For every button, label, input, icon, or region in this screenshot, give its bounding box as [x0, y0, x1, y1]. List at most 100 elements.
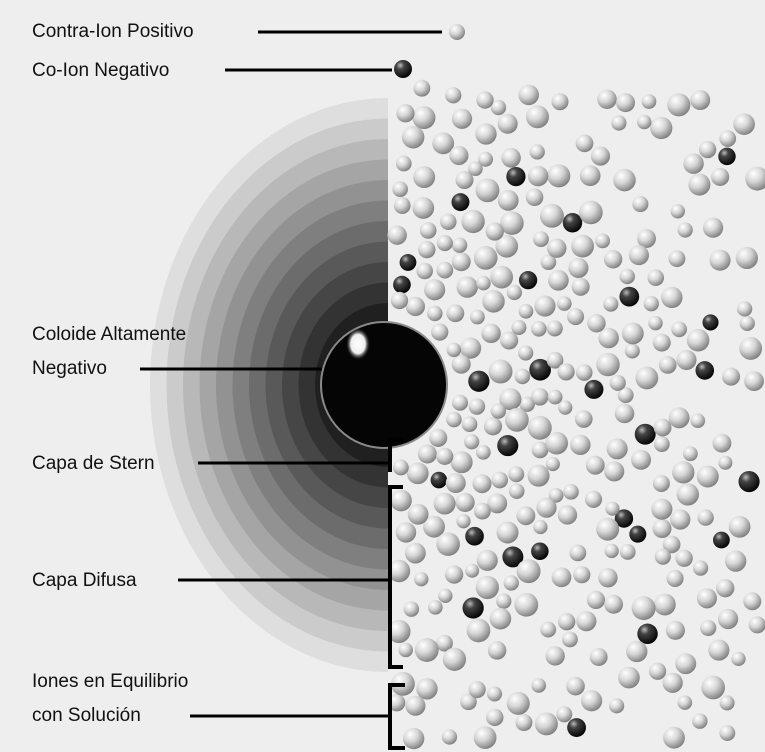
counter-ion	[669, 250, 686, 267]
co-ion	[637, 624, 657, 644]
counter-ion	[535, 712, 558, 735]
counter-ion	[451, 451, 473, 473]
label: Contra-Ion Positivo	[32, 21, 194, 42]
counter-ion	[413, 166, 435, 188]
counter-ion	[464, 434, 479, 449]
counter-ion	[654, 436, 670, 452]
counter-ion	[598, 568, 617, 587]
counter-ion	[579, 201, 603, 225]
counter-ion	[666, 570, 683, 587]
counter-ion	[531, 678, 546, 693]
co-ion	[506, 167, 525, 186]
counter-ion	[697, 509, 713, 525]
counter-ion	[455, 493, 474, 512]
counter-ion	[496, 593, 511, 608]
counter-ion	[446, 412, 462, 428]
counter-ion	[719, 130, 736, 147]
counter-ion	[693, 560, 708, 575]
counter-ion	[504, 575, 519, 590]
counter-ion	[470, 310, 485, 325]
counter-ion	[736, 247, 758, 269]
counter-ion	[475, 123, 496, 144]
counter-ion	[576, 611, 596, 631]
counter-ion	[650, 117, 672, 139]
counter-ion	[611, 115, 626, 130]
counter-ion	[531, 321, 547, 337]
counter-ion	[587, 591, 605, 609]
counter-ion	[620, 544, 636, 560]
counter-ion	[449, 146, 468, 165]
counter-ion	[604, 595, 623, 614]
counter-ion	[467, 619, 491, 643]
colloid	[321, 322, 447, 448]
counter-ion	[405, 696, 425, 716]
counter-ion	[622, 323, 644, 345]
co-ion	[584, 380, 603, 399]
counter-ion	[725, 550, 746, 571]
label: con Solución	[32, 705, 141, 726]
counter-ion	[678, 222, 693, 237]
counter-ion	[610, 375, 626, 391]
counter-ion	[540, 204, 564, 228]
counter-ion	[654, 594, 676, 616]
co-ion	[394, 60, 412, 78]
counter-ion	[424, 279, 445, 300]
counter-ion	[739, 337, 762, 360]
counter-ion	[507, 692, 530, 715]
counter-ion	[474, 503, 491, 520]
counter-ion	[452, 395, 468, 411]
co-ion	[393, 276, 411, 294]
counter-ion	[431, 323, 448, 340]
counter-ion	[635, 367, 658, 390]
counter-ion	[659, 356, 677, 374]
counter-ion	[440, 213, 457, 230]
counter-ion	[481, 324, 501, 344]
counter-ion	[533, 231, 549, 247]
counter-ion	[476, 445, 491, 460]
diagram: Contra-Ion Positivo Co-Ion Negativo Colo…	[0, 0, 765, 752]
counter-ion	[408, 504, 429, 525]
counter-ion	[619, 269, 634, 284]
counter-ion	[596, 518, 619, 541]
counter-ion	[604, 250, 622, 268]
counter-ion	[416, 263, 433, 280]
counter-ion	[456, 276, 477, 297]
label: Co-Ion Negativo	[32, 60, 169, 81]
counter-ion	[490, 608, 512, 630]
co-ion	[629, 526, 646, 543]
counter-ion	[509, 483, 525, 499]
counter-ion	[604, 461, 624, 481]
counter-ion	[547, 164, 570, 187]
counter-ion	[631, 450, 651, 470]
counter-ion	[605, 502, 619, 516]
counter-ion	[670, 509, 690, 529]
counter-ion	[484, 417, 502, 435]
label: Capa Difusa	[32, 570, 137, 591]
counter-ion	[712, 434, 731, 453]
counter-ion	[396, 104, 414, 122]
counter-ion	[687, 329, 710, 352]
counter-ion	[557, 296, 572, 311]
counter-ion	[528, 465, 550, 487]
counter-ion	[452, 237, 467, 252]
counter-ion	[618, 667, 640, 689]
counter-ion	[528, 416, 552, 440]
counter-ion	[418, 241, 435, 258]
co-ion	[619, 287, 639, 307]
counter-ion	[518, 345, 533, 360]
counter-ion	[667, 93, 690, 116]
co-ion	[695, 361, 714, 380]
counter-ion	[570, 435, 590, 455]
counter-ion	[437, 235, 453, 251]
counter-ion	[412, 197, 434, 219]
counter-ion	[666, 621, 685, 640]
counter-ion	[604, 544, 618, 558]
counter-ion	[558, 505, 577, 524]
counter-ion	[530, 144, 545, 159]
counter-ion	[434, 493, 456, 515]
counter-ion	[690, 413, 705, 428]
counter-ion	[412, 106, 435, 129]
counter-ion	[678, 695, 693, 710]
counter-ion	[562, 631, 578, 647]
counter-ion	[683, 153, 704, 174]
